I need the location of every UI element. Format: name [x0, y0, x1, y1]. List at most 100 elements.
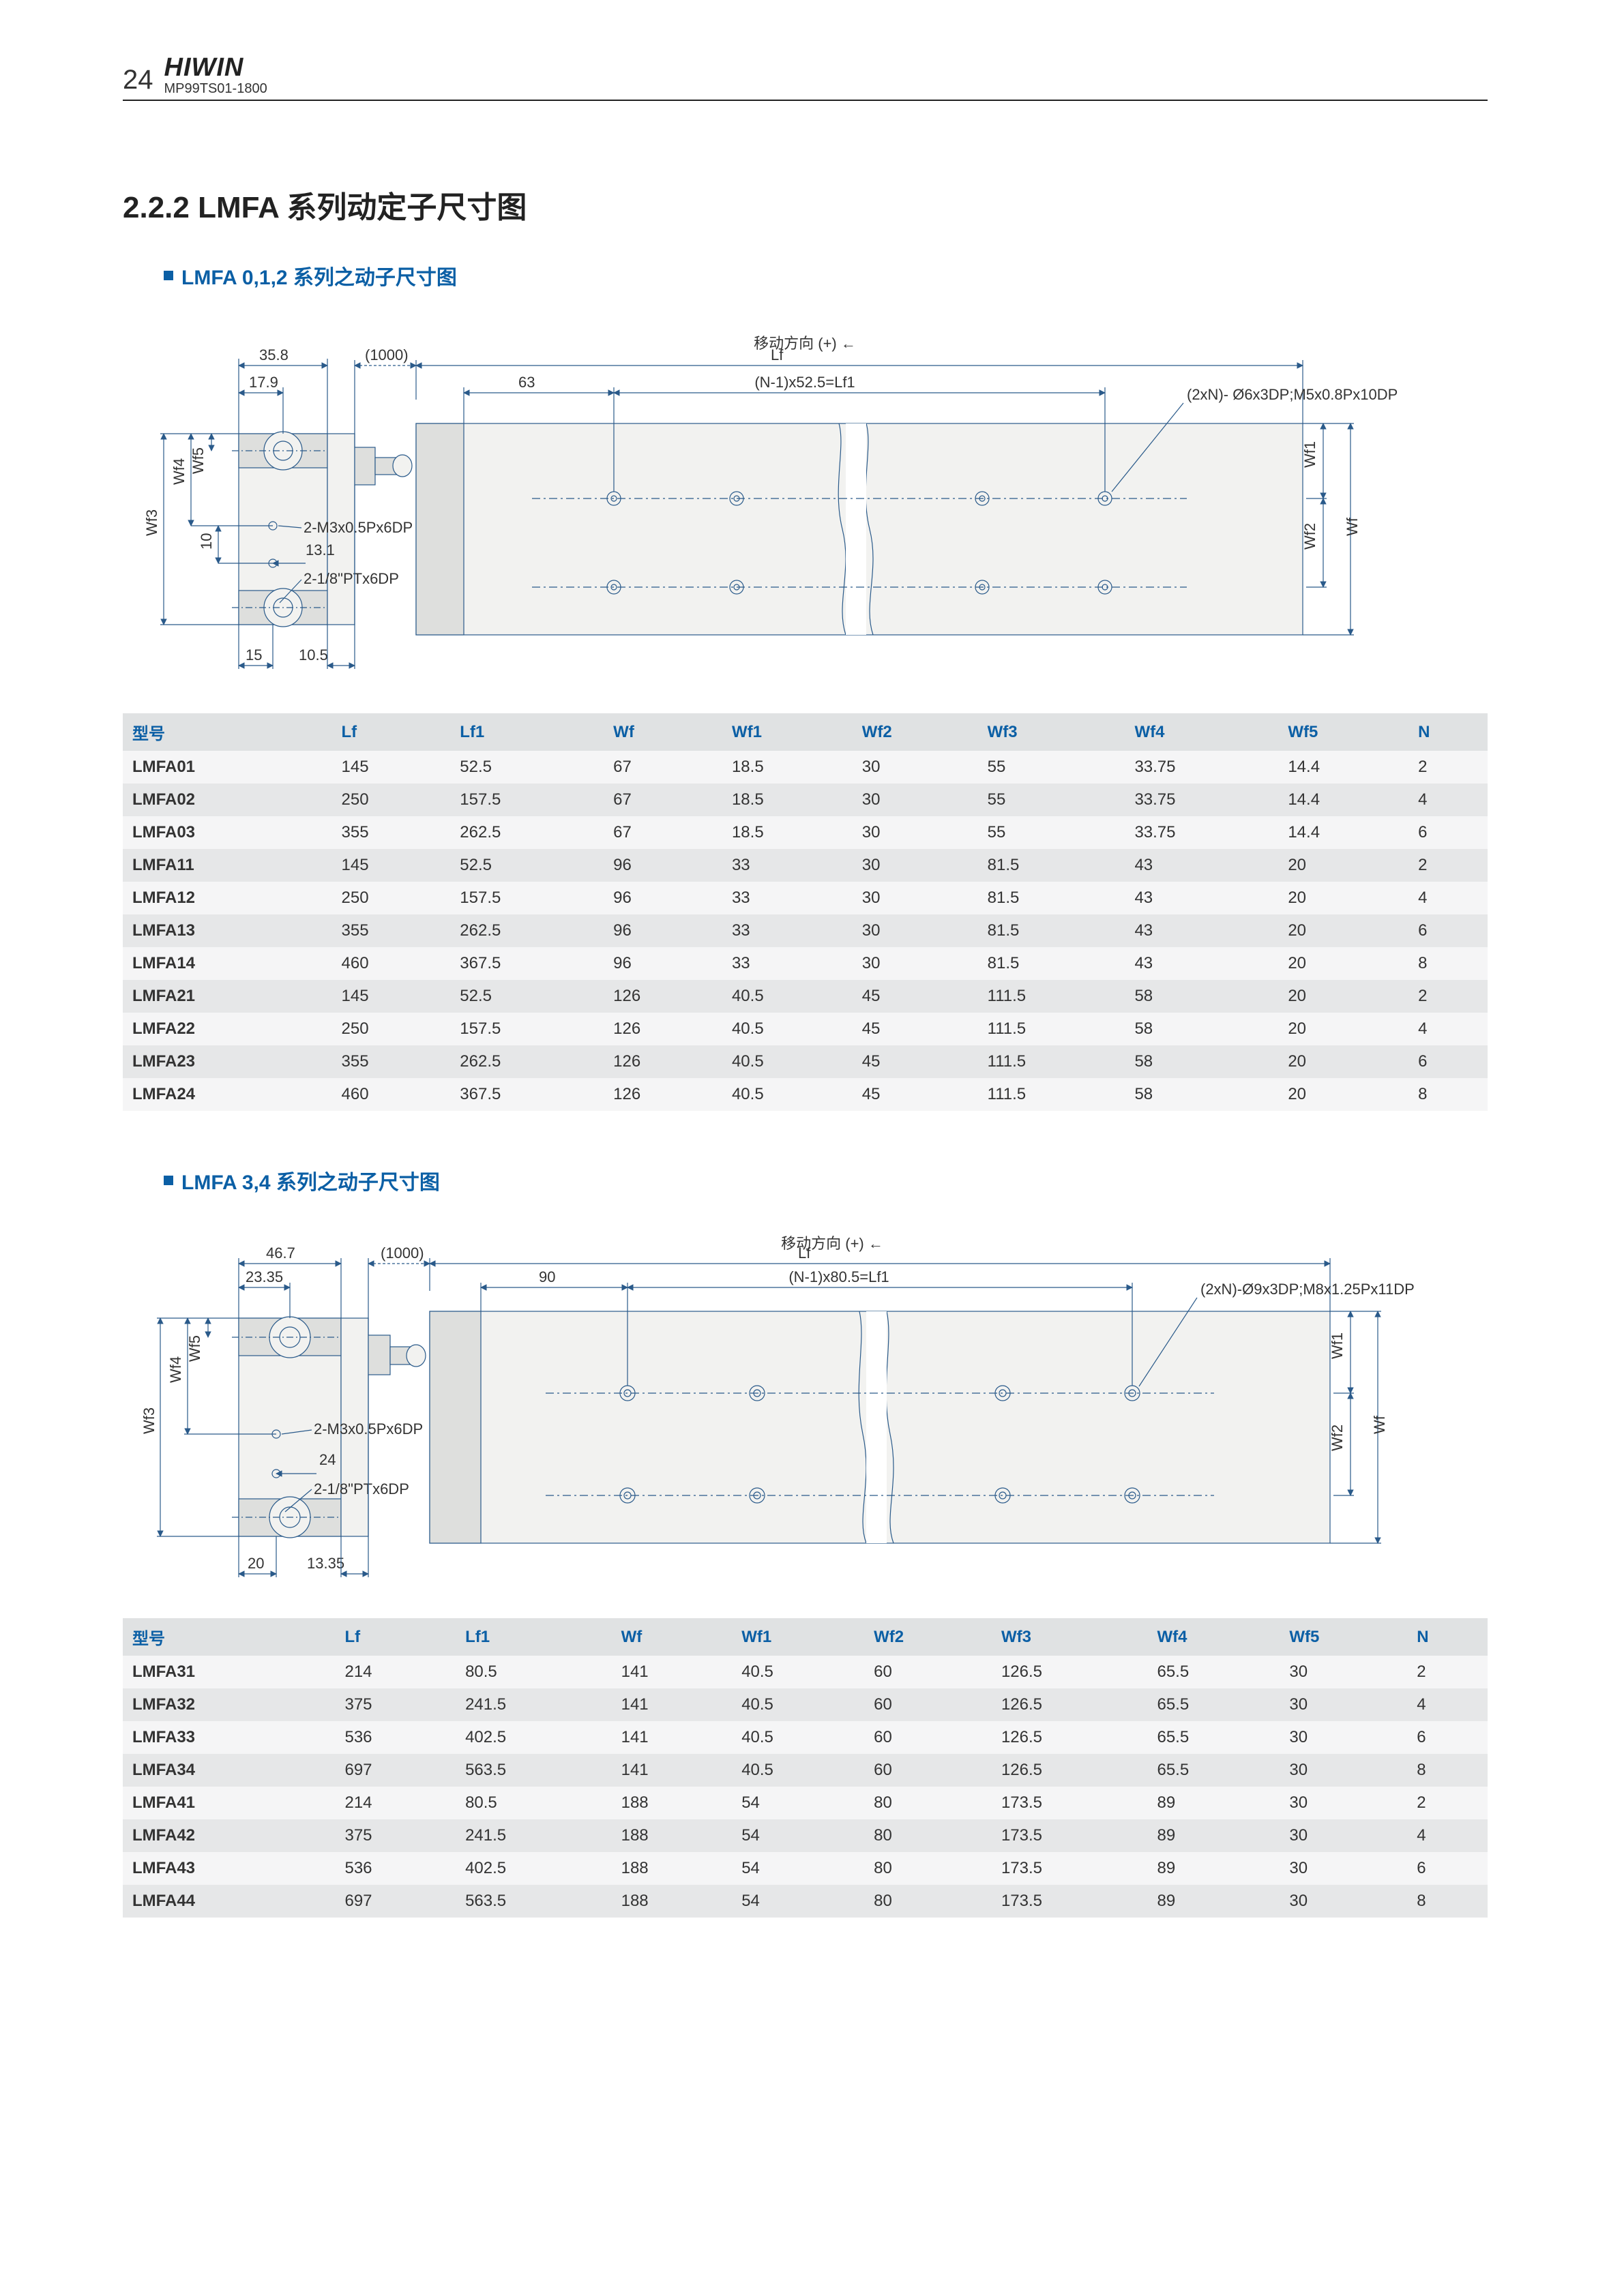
- table-cell: 126: [604, 1013, 722, 1045]
- table-cell: 250: [332, 784, 451, 816]
- table-cell: 54: [732, 1885, 864, 1918]
- table-col-header: Wf: [604, 713, 722, 751]
- table-cell: 20: [1278, 914, 1408, 947]
- table-cell: 54: [732, 1852, 864, 1885]
- table-cell: 6: [1407, 1721, 1488, 1754]
- table-row: LMFA0114552.56718.5305533.7514.42: [123, 751, 1488, 784]
- page-number: 24: [123, 65, 153, 95]
- table-col-header: Wf5: [1278, 713, 1408, 751]
- table-cell: 111.5: [978, 1078, 1125, 1111]
- table-cell: 8: [1407, 1885, 1488, 1918]
- table-cell: 60: [864, 1754, 992, 1787]
- table-cell: 262.5: [450, 1045, 604, 1078]
- table-cell: LMFA21: [123, 980, 332, 1013]
- dim-wf3-l: Wf3: [143, 509, 160, 536]
- dim-wf1-r: Wf1: [1301, 441, 1318, 468]
- table-cell: 30: [1280, 1852, 1407, 1885]
- table-cell: 367.5: [450, 1078, 604, 1111]
- table-cell: 89: [1147, 1852, 1280, 1885]
- table-cell: 460: [332, 947, 451, 980]
- table-cell: 2: [1407, 1787, 1488, 1819]
- dim-lf-2: Lf: [798, 1244, 811, 1262]
- table-cell: 355: [332, 816, 451, 849]
- table-row: LMFA4121480.51885480173.589302: [123, 1787, 1488, 1819]
- table-col-header: Lf1: [450, 713, 604, 751]
- table-cell: 43: [1125, 914, 1278, 947]
- table-row: LMFA03355262.56718.5305533.7514.46: [123, 816, 1488, 849]
- table-row: LMFA32375241.514140.560126.565.5304: [123, 1688, 1488, 1721]
- table-cell: 33: [722, 947, 853, 980]
- table-cell: 43: [1125, 849, 1278, 882]
- dim-wf2-r: Wf2: [1301, 523, 1318, 550]
- table-cell: 241.5: [456, 1688, 612, 1721]
- table-cell: LMFA31: [123, 1656, 335, 1688]
- spec-table-2: 型号LfLf1WfWf1Wf2Wf3Wf4Wf5N LMFA3121480.51…: [123, 1618, 1488, 1918]
- table-row: LMFA14460367.596333081.543208: [123, 947, 1488, 980]
- table-cell: 96: [604, 882, 722, 914]
- table-cell: 30: [853, 751, 978, 784]
- table-cell: 20: [1278, 882, 1408, 914]
- table-cell: 14.4: [1278, 784, 1408, 816]
- table-cell: 20: [1278, 1013, 1408, 1045]
- move-direction-2: 移动方向 (+) ←: [781, 1235, 883, 1252]
- table-cell: 33: [722, 914, 853, 947]
- table-cell: 173.5: [992, 1885, 1148, 1918]
- bullet-icon: [164, 1176, 173, 1185]
- dim-90: 90: [539, 1268, 555, 1285]
- move-direction: 移动方向 (+) ←: [754, 335, 856, 352]
- table-cell: 30: [1280, 1885, 1407, 1918]
- diagram-2: 46.7 23.35 (1000) 移动方向 (+) ← Lf 90 (N-1)…: [123, 1216, 1473, 1598]
- table-head: 型号LfLf1WfWf1Wf2Wf3Wf4Wf5N: [123, 713, 1488, 751]
- table-cell: 33.75: [1125, 816, 1278, 849]
- thread-pt-2: 2-1/8"PTx6DP: [314, 1480, 409, 1497]
- table-cell: 111.5: [978, 1013, 1125, 1045]
- dim-63: 63: [518, 374, 535, 391]
- dim-10: 10: [198, 533, 215, 550]
- table-cell: 30: [853, 947, 978, 980]
- table-cell: LMFA42: [123, 1819, 335, 1852]
- table-cell: 81.5: [978, 882, 1125, 914]
- table-cell: 80.5: [456, 1787, 612, 1819]
- table-cell: 402.5: [456, 1721, 612, 1754]
- dim-23-35: 23.35: [246, 1268, 283, 1285]
- table-cell: 45: [853, 1013, 978, 1045]
- table-row: LMFA12250157.596333081.543204: [123, 882, 1488, 914]
- table-cell: 4: [1408, 1013, 1488, 1045]
- table-cell: 18.5: [722, 784, 853, 816]
- table-cell: 81.5: [978, 947, 1125, 980]
- table-col-header: N: [1408, 713, 1488, 751]
- table-row: LMFA44697563.51885480173.589308: [123, 1885, 1488, 1918]
- table-col-header: Lf: [332, 713, 451, 751]
- table-cell: 30: [853, 784, 978, 816]
- table-col-header: Wf4: [1125, 713, 1278, 751]
- diagram-1-wrap: 35.8 17.9 (1000) 移动方向 (+) ← Lf 63 (N-1)x…: [123, 311, 1488, 693]
- table-cell: 8: [1408, 1078, 1488, 1111]
- table-cell: LMFA02: [123, 784, 332, 816]
- dim-1000-b: (1000): [381, 1244, 424, 1262]
- diagram-1: 35.8 17.9 (1000) 移动方向 (+) ← Lf 63 (N-1)x…: [123, 311, 1473, 693]
- table-row: LMFA33536402.514140.560126.565.5306: [123, 1721, 1488, 1754]
- table-cell: 45: [853, 1078, 978, 1111]
- table-cell: 80: [864, 1787, 992, 1819]
- table-cell: 43: [1125, 882, 1278, 914]
- diagram-2-wrap: 46.7 23.35 (1000) 移动方向 (+) ← Lf 90 (N-1)…: [123, 1216, 1488, 1598]
- table-cell: 173.5: [992, 1852, 1148, 1885]
- table-cell: LMFA33: [123, 1721, 335, 1754]
- dim-35-8: 35.8: [259, 346, 289, 363]
- table-cell: 65.5: [1147, 1721, 1280, 1754]
- table-cell: 4: [1407, 1819, 1488, 1852]
- subsection-title-2: LMFA 3,4 系列之动子尺寸图: [181, 1165, 440, 1195]
- thread-note: (2xN)- Ø6x3DP;M5x0.8Px10DP: [1187, 386, 1398, 403]
- bullet-icon: [164, 271, 173, 280]
- table-cell: 214: [335, 1787, 456, 1819]
- table-cell: 60: [864, 1688, 992, 1721]
- table-cell: LMFA22: [123, 1013, 332, 1045]
- table-cell: 40.5: [722, 1013, 853, 1045]
- table-row: LMFA02250157.56718.5305533.7514.44: [123, 784, 1488, 816]
- table-cell: 30: [1280, 1754, 1407, 1787]
- table-cell: 402.5: [456, 1852, 612, 1885]
- table-cell: 241.5: [456, 1819, 612, 1852]
- table-cell: 157.5: [450, 784, 604, 816]
- table-cell: LMFA34: [123, 1754, 335, 1787]
- dim-wf4-l2: Wf4: [167, 1356, 184, 1383]
